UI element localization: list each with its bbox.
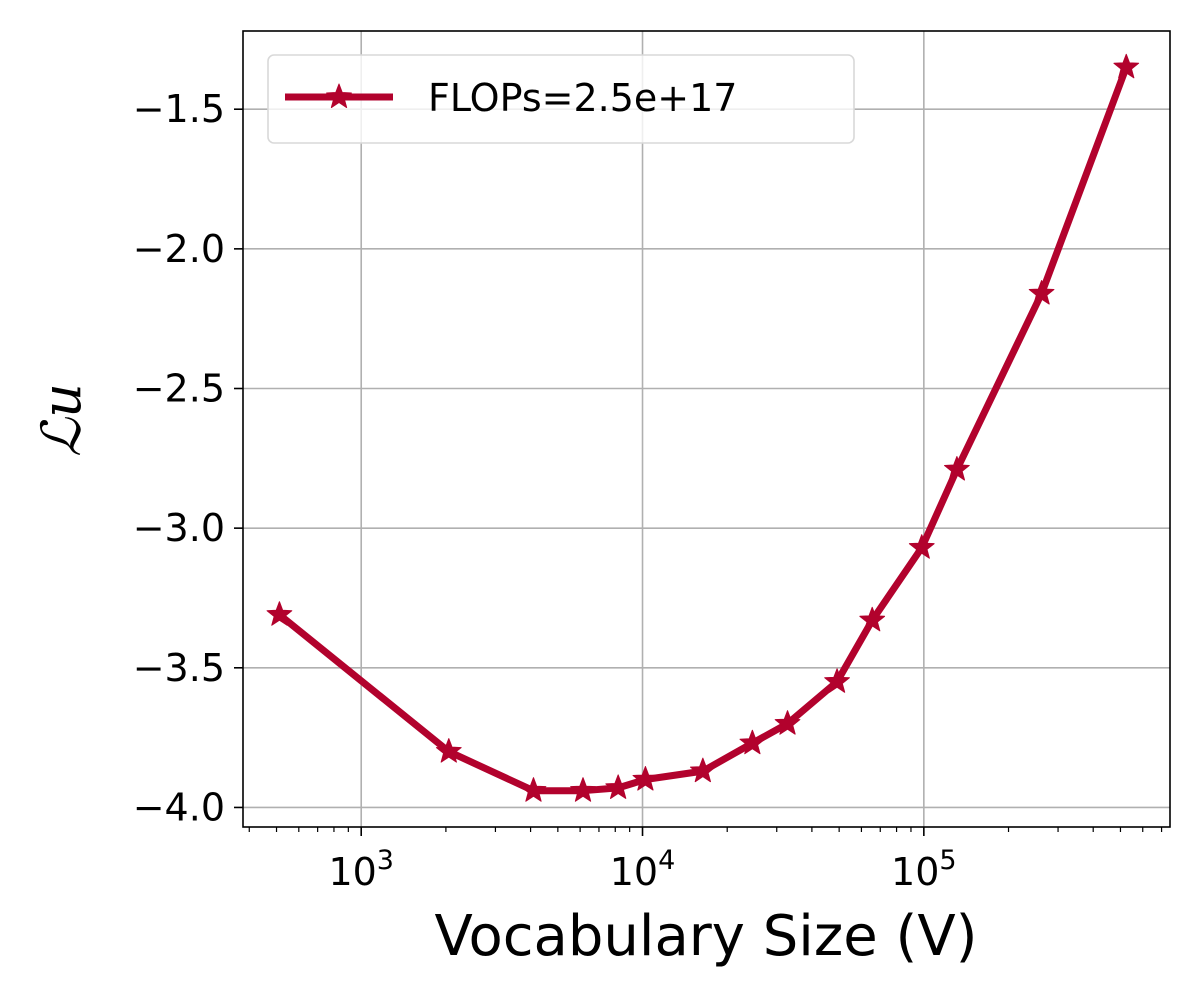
- legend-label: FLOPs=2.5e+17: [428, 76, 737, 120]
- legend-box: [267, 54, 855, 144]
- data-point-star: [774, 710, 801, 735]
- x-tick-label: 105: [891, 845, 957, 894]
- y-axis-label: ℒu: [30, 383, 93, 457]
- data-point-star: [570, 777, 596, 802]
- data-point-star: [435, 738, 462, 763]
- plot-frame: [242, 30, 1171, 828]
- y-tick-label: −3.0: [133, 506, 225, 550]
- x-tick-label: 104: [610, 845, 676, 894]
- y-tick-label: −1.5: [133, 87, 225, 131]
- x-axis-label: Vocabulary Size (V): [435, 904, 978, 969]
- data-point-star: [689, 757, 716, 783]
- legend: FLOPs=2.5e+17: [267, 54, 855, 144]
- y-tick-label: −3.5: [133, 646, 225, 690]
- y-tick-label: −2.5: [133, 367, 225, 411]
- legend-swatch-marker: [326, 83, 352, 109]
- data-point-star: [824, 668, 850, 693]
- data-point-star: [632, 766, 659, 791]
- x-tick-label: 103: [328, 845, 394, 894]
- data-point-star: [520, 777, 547, 802]
- y-tick-label: −2.0: [133, 227, 225, 271]
- y-tick-label: −4.0: [133, 785, 225, 829]
- data-point-star: [1028, 280, 1055, 305]
- data-point-star: [266, 601, 293, 626]
- axis-ticks: −1.5 −2.0 −2.5 −3.0 −3.5 −4.0 103 104 105: [133, 87, 1163, 894]
- data-point-star: [944, 456, 970, 481]
- data-point-star: [859, 606, 886, 632]
- grid-lines: [243, 31, 1170, 827]
- data-point-star: [908, 534, 935, 559]
- legend-star-marker: [326, 83, 352, 109]
- data-point-star: [1113, 53, 1140, 79]
- data-point-star: [605, 774, 632, 799]
- data-point-star: [739, 729, 766, 755]
- series-layer: [266, 53, 1140, 802]
- series-line: [275, 63, 1130, 795]
